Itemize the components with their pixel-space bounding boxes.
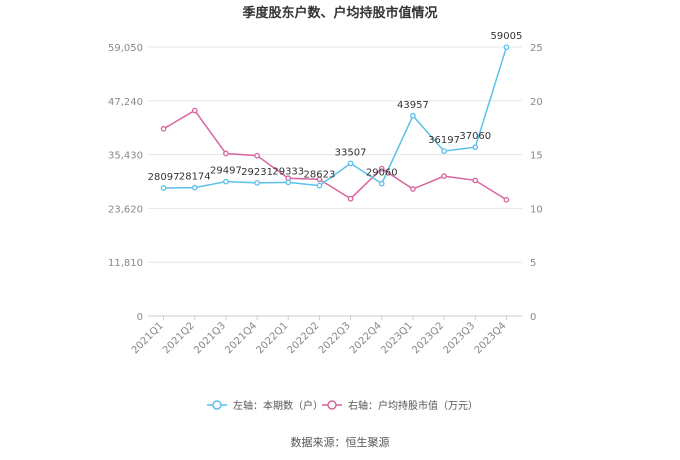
series-line-0 bbox=[163, 46, 508, 189]
data-point bbox=[410, 186, 416, 192]
data-label: 28623 bbox=[304, 170, 336, 181]
data-point bbox=[254, 152, 260, 159]
legend-label: 左轴：本期数（户） bbox=[233, 399, 323, 412]
gridlines bbox=[148, 46, 522, 317]
right-tick-label: 15 bbox=[530, 151, 543, 162]
data-label: 43957 bbox=[397, 100, 429, 111]
x-tick-label: 2022Q2 bbox=[286, 320, 322, 356]
data-point bbox=[223, 150, 229, 157]
x-tick-label: 2021Q2 bbox=[161, 320, 197, 356]
data-point bbox=[160, 125, 167, 132]
left-tick-label: 47,240 bbox=[108, 97, 143, 108]
data-point bbox=[378, 180, 385, 187]
data-point bbox=[285, 179, 292, 186]
left-axis: 0 11,810 23,620 35,430 47,240 59,050 bbox=[108, 43, 143, 323]
data-point bbox=[472, 177, 479, 184]
left-tick-label: 23,620 bbox=[108, 204, 143, 215]
legend-label: 右轴：户均持股市值（万元） bbox=[348, 399, 478, 412]
x-tick-label: 2021Q4 bbox=[223, 320, 259, 356]
legend-marker bbox=[327, 400, 337, 410]
left-tick-label: 11,810 bbox=[108, 258, 143, 269]
data-label: 33507 bbox=[335, 147, 367, 158]
left-tick-label: 35,430 bbox=[108, 151, 143, 162]
legend-marker bbox=[212, 400, 222, 410]
x-tick-label: 2021Q1 bbox=[130, 320, 166, 356]
x-tick-label: 2023Q1 bbox=[379, 320, 415, 356]
x-tick-label: 2022Q1 bbox=[255, 320, 291, 356]
left-tick-label: 59,050 bbox=[108, 43, 143, 54]
data-point bbox=[191, 184, 198, 191]
data-label: 36197 bbox=[428, 135, 460, 146]
right-tick-label: 25 bbox=[530, 43, 543, 54]
data-label: 28097 bbox=[148, 172, 180, 183]
data-label: 29060 bbox=[366, 168, 398, 179]
data-point bbox=[378, 165, 385, 172]
right-tick-label: 20 bbox=[530, 97, 543, 108]
data-label: 59005 bbox=[491, 31, 523, 42]
data-point bbox=[160, 185, 167, 191]
chart-title: 季度股东户数、户均持股市值情况 bbox=[241, 5, 437, 21]
left-tick-label: 0 bbox=[137, 312, 143, 323]
data-point bbox=[316, 182, 323, 189]
data-point bbox=[347, 160, 354, 167]
right-tick-label: 10 bbox=[530, 204, 543, 215]
legend[interactable]: 左轴：本期数（户） 右轴：户均持股市值（万元） bbox=[207, 399, 478, 412]
data-label: 29231 bbox=[241, 167, 273, 178]
data-label: 28174 bbox=[179, 172, 211, 183]
data-label: 37060 bbox=[459, 131, 491, 142]
data-point bbox=[347, 195, 354, 202]
x-tick-label: 2022Q3 bbox=[317, 320, 353, 356]
x-tick-label: 2023Q4 bbox=[473, 320, 509, 356]
x-tick-label: 2023Q3 bbox=[442, 320, 478, 356]
x-axis: 2021Q12021Q22021Q32021Q42022Q12022Q22022… bbox=[130, 316, 509, 356]
data-point bbox=[410, 112, 416, 119]
data-point bbox=[254, 179, 260, 186]
data-point bbox=[503, 44, 510, 51]
data-label: 29497 bbox=[210, 166, 242, 177]
series-line-1 bbox=[163, 109, 507, 201]
data-point bbox=[472, 144, 479, 151]
data-point bbox=[441, 148, 447, 154]
right-axis: 0 5 10 15 20 25 bbox=[530, 43, 543, 323]
data-point bbox=[191, 107, 198, 114]
right-tick-label: 5 bbox=[530, 258, 536, 269]
data-label: 29333 bbox=[272, 166, 304, 177]
x-tick-label: 2021Q3 bbox=[192, 320, 228, 356]
right-tick-label: 0 bbox=[530, 312, 536, 323]
data-point bbox=[441, 173, 447, 179]
data-point bbox=[503, 196, 510, 203]
data-source: 数据来源：恒生聚源 bbox=[291, 435, 390, 449]
data-point bbox=[223, 178, 229, 185]
x-tick-label: 2023Q2 bbox=[410, 320, 446, 356]
x-tick-label: 2022Q4 bbox=[348, 320, 384, 356]
data-point bbox=[316, 176, 323, 183]
